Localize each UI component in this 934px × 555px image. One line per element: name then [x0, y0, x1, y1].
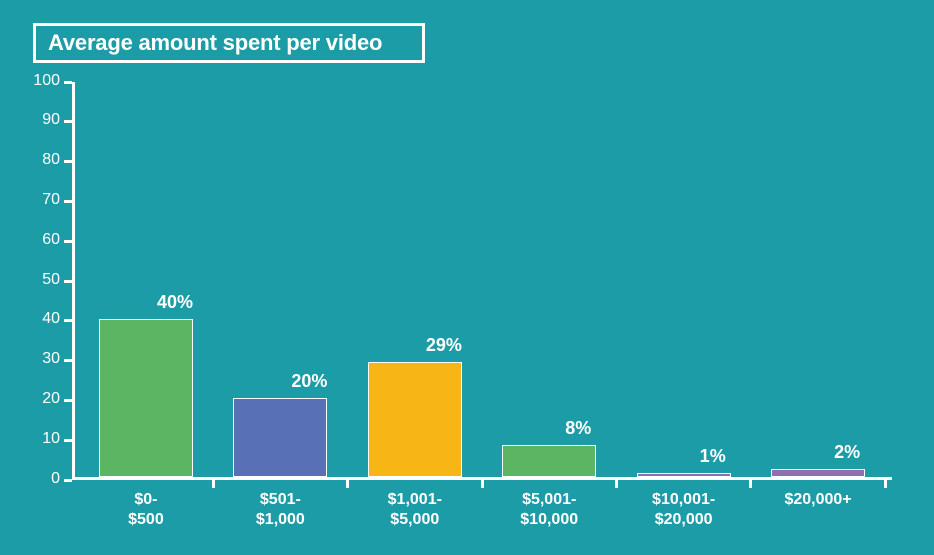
bar-value-label: 29%: [426, 335, 462, 356]
y-tick-label: 90: [20, 111, 60, 129]
x-tick-label: $20,000+: [784, 490, 851, 510]
bar-value-label: 20%: [291, 371, 327, 392]
x-tick-label: $5,001- $10,000: [520, 490, 578, 530]
y-tick-mark: [64, 399, 72, 402]
bar-value-label: 2%: [834, 442, 860, 463]
y-tick-mark: [64, 280, 72, 283]
y-tick-mark: [64, 479, 72, 482]
bar-value-label: 1%: [700, 446, 726, 467]
y-tick-label: 50: [20, 271, 60, 289]
y-tick-mark: [64, 439, 72, 442]
y-axis-line: [72, 82, 75, 480]
x-tick-mark: [615, 480, 618, 488]
bar: [368, 362, 462, 477]
x-tick-mark: [884, 480, 887, 488]
bar: [99, 319, 193, 477]
chart-root: Average amount spent per video 010203040…: [0, 0, 934, 555]
y-tick-label: 60: [20, 231, 60, 249]
y-tick-mark: [64, 81, 72, 84]
y-tick-label: 0: [20, 470, 60, 488]
x-tick-label: $501- $1,000: [256, 490, 305, 530]
x-tick-mark: [481, 480, 484, 488]
y-tick-mark: [64, 120, 72, 123]
x-tick-mark: [749, 480, 752, 488]
bar-value-label: 40%: [157, 292, 193, 313]
y-tick-mark: [64, 160, 72, 163]
bar-value-label: 8%: [565, 418, 591, 439]
y-tick-label: 30: [20, 350, 60, 368]
y-tick-mark: [64, 200, 72, 203]
y-tick-mark: [64, 240, 72, 243]
bar: [233, 398, 327, 477]
y-tick-label: 40: [20, 310, 60, 328]
y-tick-mark: [64, 319, 72, 322]
x-tick-mark: [212, 480, 215, 488]
x-tick-mark: [346, 480, 349, 488]
bar: [637, 473, 731, 477]
x-tick-label: $1,001- $5,000: [388, 490, 442, 530]
y-tick-mark: [64, 359, 72, 362]
y-tick-label: 80: [20, 151, 60, 169]
bar: [502, 445, 596, 477]
bar: [771, 469, 865, 477]
y-tick-label: 20: [20, 390, 60, 408]
chart-title: Average amount spent per video: [48, 30, 382, 56]
y-tick-label: 10: [20, 430, 60, 448]
x-tick-label: $10,001- $20,000: [652, 490, 715, 530]
y-tick-label: 70: [20, 191, 60, 209]
plot-area: 010203040506070809010040%$0- $50020%$501…: [72, 82, 892, 480]
x-tick-label: $0- $500: [128, 490, 164, 530]
chart-title-box: Average amount spent per video: [33, 23, 425, 63]
y-tick-label: 100: [20, 72, 60, 90]
